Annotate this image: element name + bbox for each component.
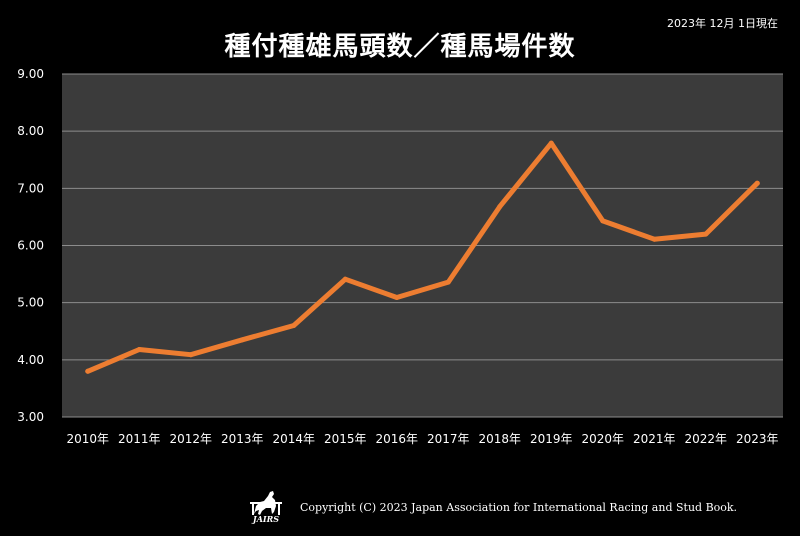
data-point bbox=[291, 323, 297, 329]
footer: JAIRS Copyright (C) 2023 Japan Associati… bbox=[246, 484, 786, 524]
x-tick-label: 2021年 bbox=[633, 432, 676, 446]
y-tick-label: 9.00 bbox=[17, 67, 44, 81]
x-tick-label: 2018年 bbox=[478, 432, 521, 446]
data-point bbox=[239, 337, 245, 343]
x-tick-label: 2013年 bbox=[221, 432, 264, 446]
x-tick-label: 2011年 bbox=[118, 432, 161, 446]
y-axis-ticks: 3.00 4.00 5.00 6.00 7.00 8.00 9.00 bbox=[17, 67, 44, 424]
x-tick-label: 2015年 bbox=[324, 432, 367, 446]
data-point bbox=[85, 368, 91, 374]
y-tick-label: 4.00 bbox=[17, 353, 44, 367]
y-tick-label: 7.00 bbox=[17, 181, 44, 195]
y-tick-label: 6.00 bbox=[17, 239, 44, 253]
x-tick-label: 2014年 bbox=[272, 432, 315, 446]
jairs-logo-icon: JAIRS bbox=[250, 491, 282, 524]
data-point bbox=[394, 295, 400, 301]
date-note: 2023年 12月 1日現在 bbox=[667, 17, 778, 30]
x-tick-label: 2023年 bbox=[736, 432, 779, 446]
data-point bbox=[754, 180, 760, 186]
data-point bbox=[188, 352, 194, 358]
series-group bbox=[85, 140, 760, 374]
copyright-text: Copyright (C) 2023 Japan Association for… bbox=[300, 501, 738, 514]
x-tick-label: 2020年 bbox=[581, 432, 624, 446]
data-point bbox=[445, 279, 451, 285]
chart-title: 種付種雄馬頭数／種馬場件数 bbox=[224, 32, 576, 62]
y-tick-label: 5.00 bbox=[17, 296, 44, 310]
y-tick-label: 3.00 bbox=[17, 410, 44, 424]
data-point bbox=[651, 236, 657, 242]
data-point bbox=[497, 204, 503, 210]
gridlines bbox=[62, 73, 783, 418]
x-tick-label: 2010年 bbox=[66, 432, 109, 446]
x-tick-label: 2019年 bbox=[530, 432, 573, 446]
x-tick-label: 2017年 bbox=[427, 432, 470, 446]
data-point bbox=[342, 276, 348, 282]
data-point bbox=[703, 231, 709, 237]
data-point bbox=[548, 140, 554, 146]
series-line bbox=[85, 140, 760, 374]
x-axis-ticks: 2010年 2011年 2012年 2013年 2014年 2015年 2016年 2017年… bbox=[66, 432, 778, 446]
x-tick-label: 2022年 bbox=[684, 432, 727, 446]
data-point bbox=[136, 347, 142, 353]
logo-text: JAIRS bbox=[251, 514, 279, 524]
x-tick-label: 2016年 bbox=[375, 432, 418, 446]
data-point bbox=[600, 218, 606, 224]
y-tick-label: 8.00 bbox=[17, 124, 44, 138]
x-tick-label: 2012年 bbox=[169, 432, 212, 446]
